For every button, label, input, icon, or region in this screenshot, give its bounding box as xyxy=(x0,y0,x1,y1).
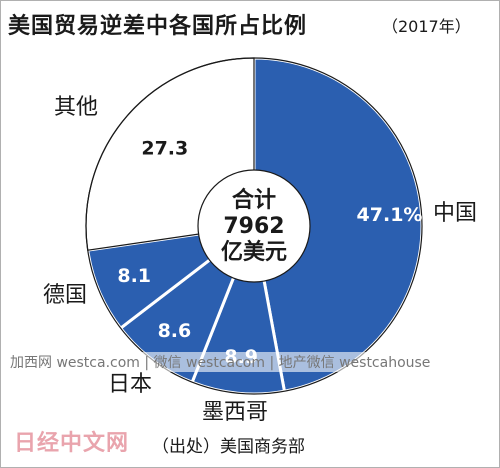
category-label-other: 其他 xyxy=(54,95,98,120)
donut-outline xyxy=(85,57,423,395)
source-note: （出处）美国商务部 xyxy=(152,437,305,457)
watermark-text: 加西网 westca.com | 微信 westcacom | 地产微信 wes… xyxy=(10,352,490,372)
chart-title-year: （2017年） xyxy=(382,17,471,36)
category-label-china: 中国 xyxy=(433,201,477,226)
category-label-japan: 日本 xyxy=(108,372,152,397)
value-label-japan: 8.6 xyxy=(158,320,192,342)
center-total-label: 合计 xyxy=(232,187,276,213)
donut-hole xyxy=(197,169,311,283)
nikkei-logo: 日经中文网 xyxy=(14,430,130,456)
value-label-china: 47.1% xyxy=(357,204,423,226)
center-total-value: 7962 xyxy=(223,214,284,239)
category-label-germany: 德国 xyxy=(43,283,87,308)
value-label-other: 27.3 xyxy=(141,137,188,159)
chart-title: 美国贸易逆差中各国所占比例 xyxy=(8,14,308,39)
center-total-unit: 亿美元 xyxy=(221,239,287,265)
value-label-germany: 8.1 xyxy=(117,265,151,287)
category-label-mexico: 墨西哥 xyxy=(202,400,268,425)
